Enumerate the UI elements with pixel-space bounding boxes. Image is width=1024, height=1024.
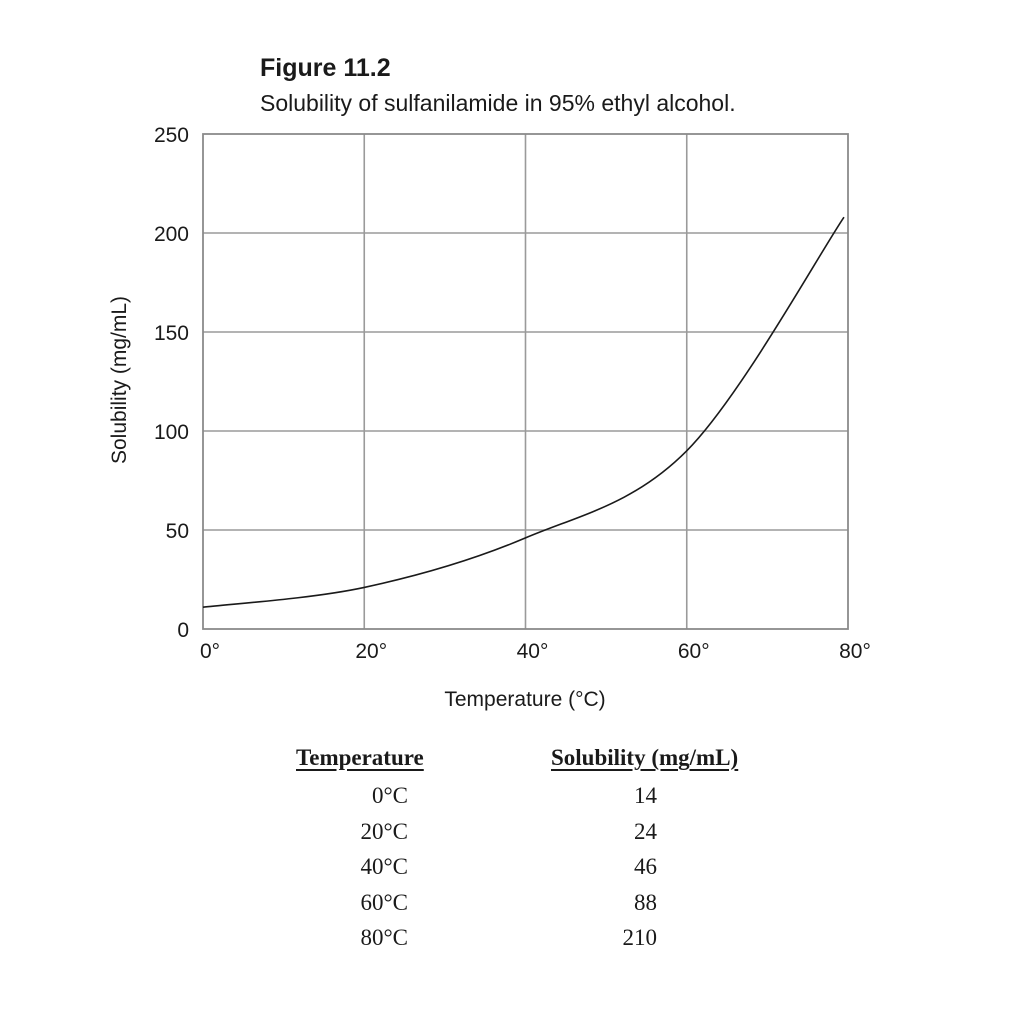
x-tick-label: 60° — [678, 640, 710, 663]
y-tick-label: 150 — [154, 322, 189, 345]
y-tick-label: 0 — [177, 619, 189, 642]
table-cell-temperature: 40°C — [360, 854, 408, 879]
table-cell-solubility: 88 — [634, 889, 657, 915]
y-tick-label: 50 — [166, 520, 189, 543]
solubility-curve — [202, 216, 845, 609]
table-cell-temperature: 20°C — [360, 818, 408, 844]
table-cell-solubility: 14 — [634, 783, 657, 808]
series — [202, 216, 845, 609]
table-cell-solubility: 24 — [634, 818, 657, 844]
table-cell-solubility: 210 — [622, 925, 658, 950]
table-cell-solubility: 46 — [634, 854, 657, 879]
solubility-chart: 0 50 100 150 200 250 0° 20° 40° 60° 80° Temperatu… — [108, 124, 871, 711]
x-tick-label: 40° — [517, 640, 549, 663]
grid — [203, 134, 848, 629]
x-axis-ticks: 0° 20° 40° 60° 80° — [200, 640, 871, 663]
y-axis-label: Solubility (mg/mL) — [108, 296, 131, 464]
table-cell-temperature: 80°C — [360, 925, 408, 950]
x-tick-label: 0° — [200, 640, 220, 663]
x-axis-label: Temperature (°C) — [444, 688, 605, 711]
y-tick-label: 100 — [154, 421, 189, 444]
y-tick-label: 250 — [154, 124, 189, 147]
table-header-solubility: Solubility (mg/mL) — [551, 745, 739, 770]
figure-label: Figure 11.2 — [260, 54, 391, 82]
x-tick-label: 80° — [839, 640, 871, 663]
table-header-temperature: Temperature — [296, 745, 424, 770]
y-tick-label: 200 — [154, 223, 189, 246]
table-cell-temperature: 60°C — [360, 889, 408, 915]
table-cell-temperature: 0°C — [371, 783, 408, 808]
x-tick-label: 20° — [355, 640, 387, 663]
plot-border — [202, 133, 849, 630]
y-axis-ticks: 0 50 100 150 200 250 — [154, 124, 189, 642]
plot-frame — [202, 133, 849, 630]
figure-title: Solubility of sulfanilamide in 95% ethyl… — [260, 90, 736, 116]
